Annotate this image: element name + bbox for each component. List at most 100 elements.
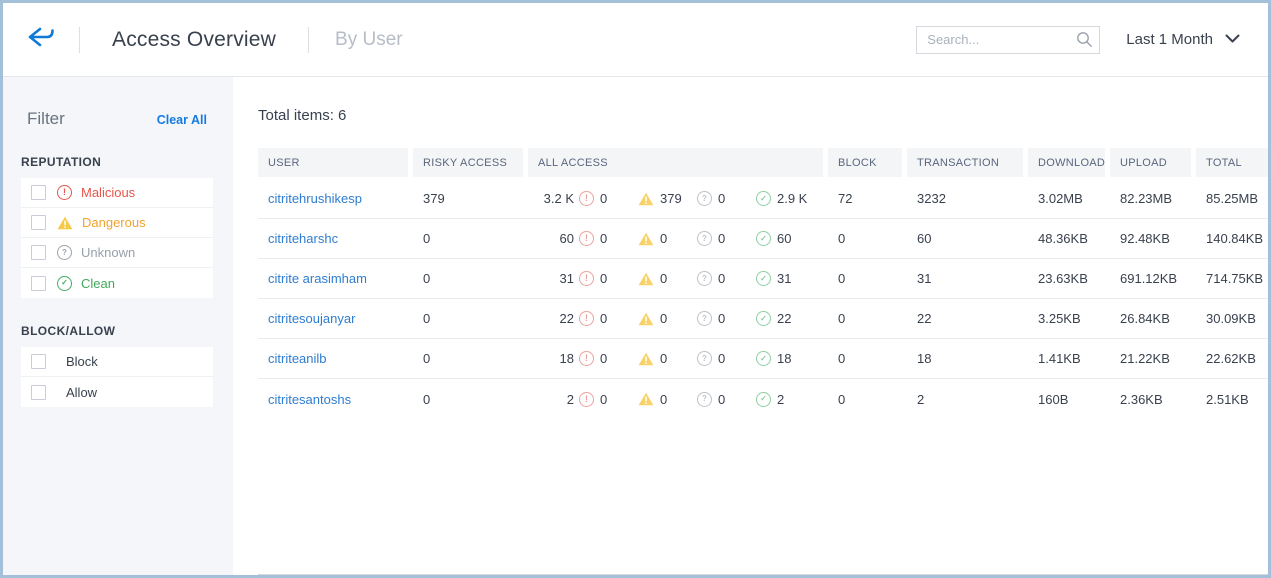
user-link[interactable]: citritesoujanyar xyxy=(268,311,356,326)
transaction-value: 31 xyxy=(917,271,932,286)
column-header-user[interactable]: USER xyxy=(258,148,408,177)
filter-item-malicious[interactable]: Malicious xyxy=(21,178,213,208)
all-access-total: 2 xyxy=(566,391,574,407)
column-header-upload[interactable]: UPLOAD xyxy=(1110,148,1191,177)
table-row: citritesoujanyar 0 22 0 0 0 xyxy=(258,299,1268,339)
unknown-checkbox[interactable] xyxy=(31,245,46,260)
upload-value: 21.22KB xyxy=(1120,351,1170,366)
upload-value: 92.48KB xyxy=(1120,231,1170,246)
user-link[interactable]: citritehrushikesp xyxy=(268,191,362,206)
dangerous-icon xyxy=(638,352,654,365)
transaction-value: 22 xyxy=(917,311,932,326)
table-header-row: USER RISKY ACCESS ALL ACCESS BLOCK TRANS… xyxy=(258,148,1268,177)
total-value: 30.09KB xyxy=(1206,311,1256,326)
block-checkbox[interactable] xyxy=(31,354,46,369)
dangerous-icon xyxy=(57,216,73,230)
allow-checkbox[interactable] xyxy=(31,384,46,400)
total-value: 140.84KB xyxy=(1206,231,1264,246)
download-value: 1.41KB xyxy=(1038,351,1081,366)
risky-access-value: 0 xyxy=(423,231,431,246)
filter-item-clean[interactable]: Clean xyxy=(21,268,213,298)
unknown-count: 0 xyxy=(697,391,751,407)
filter-item-label: Allow xyxy=(66,384,98,400)
filter-sidebar: Filter Clear All REPUTATION Malicious xyxy=(3,77,233,575)
clean-icon xyxy=(756,191,771,206)
column-header-transaction[interactable]: TRANSACTION xyxy=(907,148,1023,177)
risky-access-value: 0 xyxy=(423,391,431,407)
user-link[interactable]: citriteharshc xyxy=(268,231,339,246)
malicious-count: 0 xyxy=(579,191,633,206)
dangerous-icon xyxy=(638,312,654,325)
unknown-icon xyxy=(697,271,712,286)
total-value: 85.25MB xyxy=(1206,191,1259,206)
dangerous-count: 0 xyxy=(638,231,692,246)
reputation-filter-list: Malicious Dangerous xyxy=(21,178,213,298)
malicious-icon xyxy=(579,231,594,246)
dangerous-icon xyxy=(638,192,654,205)
table-row: citritehrushikesp 379 3.2 K 0 379 0 xyxy=(258,179,1268,219)
clear-all-link[interactable]: Clear All xyxy=(156,113,207,127)
column-header-all-access[interactable]: ALL ACCESS xyxy=(528,148,823,177)
search-icon[interactable] xyxy=(1076,31,1093,53)
table-row: citrite arasimham 0 31 0 0 0 xyxy=(258,259,1268,299)
unknown-icon xyxy=(57,245,72,260)
unknown-count: 0 xyxy=(697,271,751,286)
filter-item-block[interactable]: Block xyxy=(21,347,213,377)
table-row: citriteharshc 0 60 0 0 0 6 xyxy=(258,219,1268,259)
column-header-risky-access[interactable]: RISKY ACCESS xyxy=(413,148,523,177)
all-access-cell: 3.2 K 0 379 0 2.9 K xyxy=(528,191,823,206)
column-header-total[interactable]: TOTAL xyxy=(1196,148,1268,177)
transaction-value: 60 xyxy=(917,231,932,246)
filter-item-allow[interactable]: Allow xyxy=(21,377,213,407)
filter-item-label: Unknown xyxy=(81,245,136,260)
block-value: 0 xyxy=(838,351,846,366)
filter-item-dangerous[interactable]: Dangerous xyxy=(21,208,213,238)
time-range-label: Last 1 Month xyxy=(1126,31,1213,48)
unknown-icon xyxy=(697,351,712,366)
malicious-count: 0 xyxy=(579,351,633,366)
chevron-down-icon xyxy=(1225,31,1240,49)
table-row: citritesantoshs 0 2 0 0 0 xyxy=(258,379,1268,419)
block-value: 0 xyxy=(838,271,846,286)
transaction-value: 3232 xyxy=(917,191,946,206)
main-content: Total items: 6 USER RISKY ACCESS ALL ACC… xyxy=(233,77,1268,575)
dangerous-count: 0 xyxy=(638,351,692,366)
all-access-total: 60 xyxy=(559,231,574,246)
column-header-download[interactable]: DOWNLOAD xyxy=(1028,148,1105,177)
all-access-total: 22 xyxy=(559,311,574,326)
dangerous-checkbox[interactable] xyxy=(31,215,46,230)
malicious-count: 0 xyxy=(579,391,633,407)
table-body: citritehrushikesp 379 3.2 K 0 379 0 xyxy=(258,179,1268,419)
page-title: Access Overview xyxy=(112,27,277,51)
all-access-cell: 2 0 0 0 2 xyxy=(528,391,823,407)
all-access-total: 3.2 K xyxy=(543,191,574,206)
search-input[interactable] xyxy=(916,25,1101,54)
clean-icon xyxy=(756,311,771,326)
dangerous-count: 0 xyxy=(638,271,692,286)
risky-access-value: 379 xyxy=(423,191,445,206)
back-button[interactable] xyxy=(3,26,79,54)
upload-value: 2.36KB xyxy=(1120,391,1163,407)
total-items-label: Total items: 6 xyxy=(258,107,347,124)
column-header-block[interactable]: BLOCK xyxy=(828,148,902,177)
block-value: 0 xyxy=(838,231,846,246)
malicious-icon xyxy=(579,351,594,366)
malicious-icon xyxy=(579,271,594,286)
user-link[interactable]: citritesantoshs xyxy=(268,391,352,407)
risky-access-value: 0 xyxy=(423,311,431,326)
dangerous-icon xyxy=(638,272,654,285)
risky-access-value: 0 xyxy=(423,271,431,286)
user-link[interactable]: citriteanilb xyxy=(268,351,327,366)
clean-icon xyxy=(756,271,771,286)
block-allow-filter-list: Block Allow xyxy=(21,347,213,407)
download-value: 160B xyxy=(1038,391,1069,407)
malicious-checkbox[interactable] xyxy=(31,185,46,200)
user-link[interactable]: citrite arasimham xyxy=(268,271,367,286)
unknown-icon xyxy=(697,311,712,326)
download-value: 3.25KB xyxy=(1038,311,1081,326)
clean-checkbox[interactable] xyxy=(31,275,46,291)
malicious-icon xyxy=(579,311,594,326)
time-range-dropdown[interactable]: Last 1 Month xyxy=(1126,31,1240,49)
filter-item-label: Clean xyxy=(81,275,115,291)
filter-item-unknown[interactable]: Unknown xyxy=(21,238,213,268)
